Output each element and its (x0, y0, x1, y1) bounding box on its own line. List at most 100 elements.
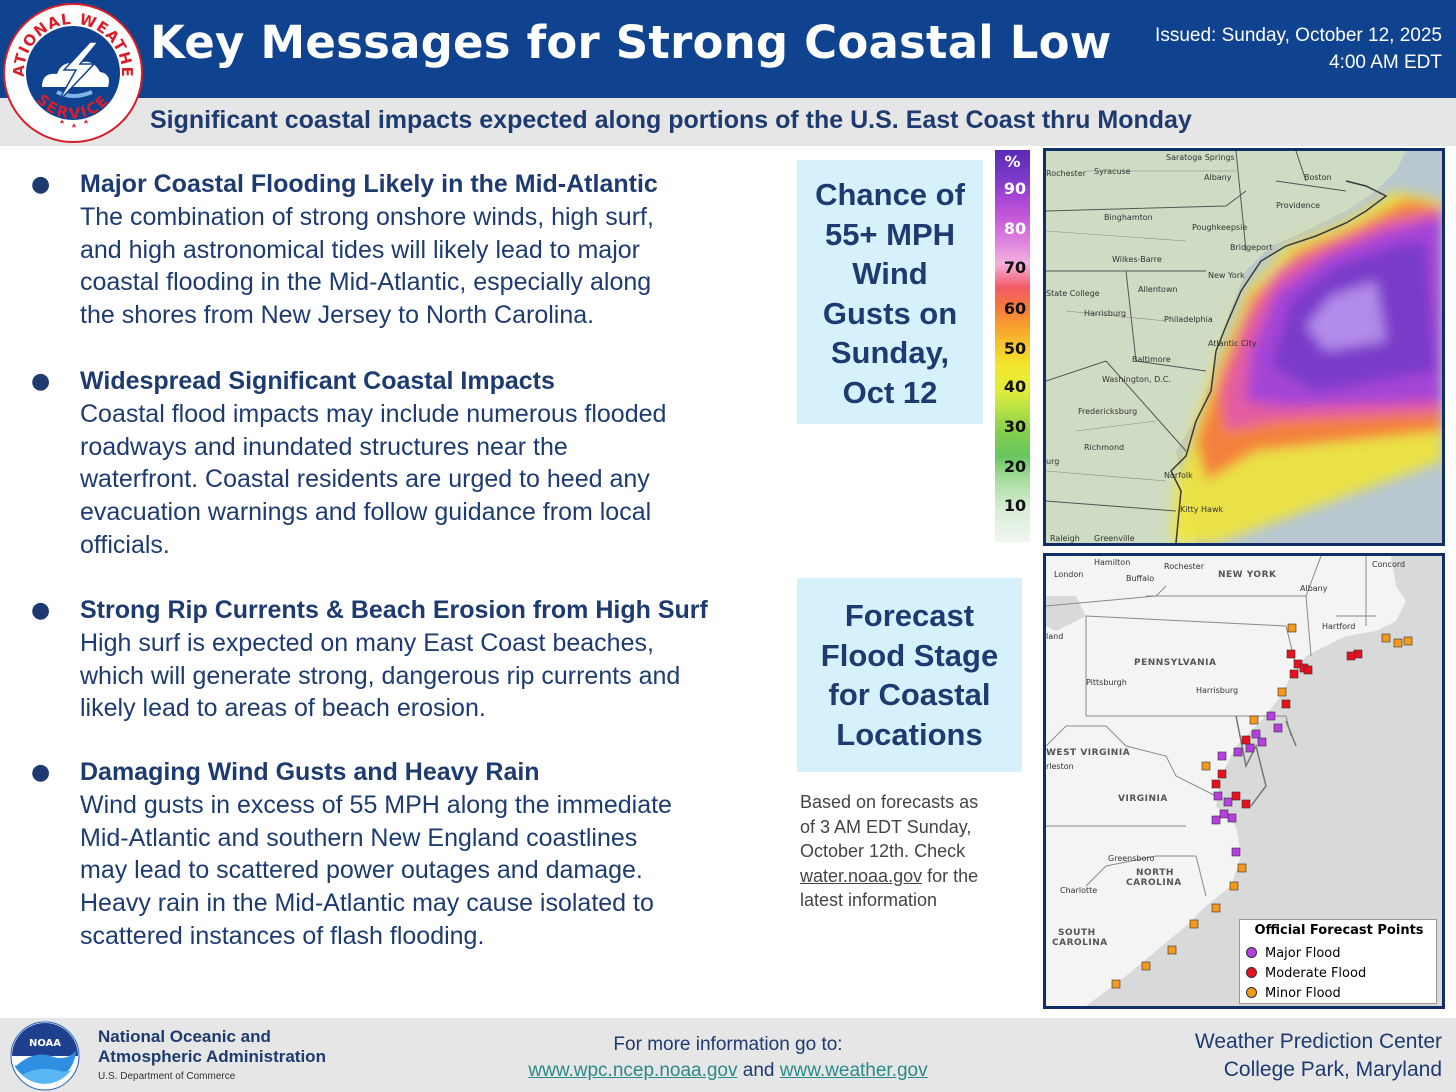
map-city-label: Charlotte (1060, 886, 1098, 895)
scale-tick: 40 (1003, 377, 1027, 396)
map-city-label: Greenville (1094, 534, 1135, 543)
forecast-point-marker (1287, 623, 1297, 633)
map-city-label: Poughkeepsie (1192, 223, 1248, 232)
forecast-point-marker (1277, 687, 1287, 697)
map-city-label: Norfolk (1164, 471, 1193, 480)
wpc-line: College Park, Maryland (1223, 1058, 1442, 1081)
legend-label: Minor Flood (1265, 986, 1341, 1001)
map-state-label: NEW YORK (1218, 570, 1277, 580)
footer-bar (0, 1018, 1456, 1092)
header-bar (0, 0, 1456, 98)
wpc-line: Weather Prediction Center (1194, 1030, 1442, 1053)
map-city-label: Rochester (1046, 169, 1086, 178)
forecast-point-marker (1266, 711, 1276, 721)
body-line: High surf is expected on many East Coast… (80, 629, 654, 657)
water-noaa-link[interactable]: water.noaa.gov (800, 865, 923, 886)
map-city-label: Binghamton (1104, 213, 1153, 222)
legend-item-minor: Minor Flood (1246, 986, 1341, 1001)
scale-tick: 10 (1003, 496, 1027, 515)
body-line: likely lead to areas of beach erosion. (80, 694, 486, 723)
map-city-label: Hartford (1322, 622, 1356, 631)
flood-map-graphic (1046, 556, 1442, 1006)
forecast-point-marker (1211, 779, 1221, 789)
key-message-body: The combination of strong onshore winds,… (80, 201, 658, 332)
scale-tick: 20 (1003, 457, 1027, 476)
noaa-logo-icon: NOAA (10, 1021, 80, 1091)
body-line: coastal flooding in the Mid-Atlantic, es… (80, 268, 652, 297)
nws-logo-icon: NATIONAL WEATHER SERVICE (2, 2, 143, 143)
body-line: Coastal flood impacts may include numero… (80, 400, 667, 428)
map-city-label: Baltimore (1132, 355, 1171, 364)
forecast-point-marker (1346, 651, 1356, 661)
bullet-icon: ● (31, 598, 51, 623)
map-city-label: Hamilton (1094, 558, 1131, 567)
forecast-point-marker (1211, 903, 1221, 913)
forecast-point-marker (1141, 961, 1151, 971)
legend-title: Official Forecast Points (1254, 923, 1424, 938)
key-message-body: Coastal flood impacts may include numero… (80, 398, 666, 562)
map-city-label: Albany (1300, 584, 1328, 593)
key-message-3: ● Strong Rip Currents & Beach Erosion fr… (28, 594, 708, 725)
forecast-point-marker (1237, 863, 1247, 873)
wpc-website-link[interactable]: www.wpc.ncep.noaa.gov (528, 1060, 738, 1081)
key-message-1: ● Major Coastal Flooding Likely in the M… (28, 168, 658, 332)
forecast-point-marker (1251, 729, 1261, 739)
forecast-point-marker (1213, 791, 1223, 801)
map-city-label: New York (1208, 271, 1245, 280)
forecast-point-marker (1381, 633, 1391, 643)
body-line: the shores from New Jersey to North Caro… (80, 301, 595, 330)
panel-line: Chance of (815, 177, 965, 212)
wind-gust-panel-title: Chance of 55+ MPH Wind Gusts on Sunday, … (797, 160, 983, 424)
key-message-body: Wind gusts in excess of 55 MPH along the… (80, 789, 672, 953)
map-city-label: Syracuse (1094, 167, 1131, 176)
bullet-icon: ● (31, 172, 51, 197)
scale-tick: 30 (1003, 417, 1027, 436)
map-state-label: CAROLINA (1126, 878, 1182, 888)
map-city-label: Providence (1276, 201, 1321, 210)
forecast-point-marker (1111, 979, 1121, 989)
issued-time: 4:00 AM EDT (1329, 52, 1442, 73)
forecast-point-marker (1217, 751, 1227, 761)
forecast-point-marker (1249, 715, 1259, 725)
forecast-point-marker (1245, 743, 1255, 753)
forecast-point-marker (1233, 747, 1243, 757)
wpc-credit: Weather Prediction Center College Park, … (1195, 1028, 1442, 1084)
forecast-point-marker (1286, 649, 1296, 659)
note-line: for the (922, 865, 979, 886)
map-city-label: Saratoga Springs (1166, 153, 1235, 162)
map-city-label: State College (1046, 289, 1100, 298)
forecast-point-marker (1303, 665, 1313, 675)
and-text: and (737, 1060, 780, 1081)
map-city-label: Harrisburg (1084, 309, 1127, 318)
legend-label: Moderate Flood (1265, 966, 1367, 981)
forecast-point-marker (1201, 761, 1211, 771)
map-city-label: Bridgeport (1230, 243, 1273, 252)
map-state-label: NORTH (1136, 868, 1174, 878)
forecast-point-marker (1257, 737, 1267, 747)
forecast-point-marker (1403, 636, 1413, 646)
panel-line: Locations (836, 716, 983, 752)
key-message-title: Major Coastal Flooding Likely in the Mid… (80, 170, 658, 198)
body-line: which will generate strong, dangerous ri… (80, 661, 681, 690)
forecast-point-marker (1229, 881, 1239, 891)
weather-gov-link[interactable]: www.weather.gov (779, 1060, 928, 1081)
forecast-note: Based on forecasts as of 3 AM EDT Sunday… (800, 790, 1010, 913)
coastal-flood-stage-map: London Hamilton Buffalo Rochester Concor… (1043, 553, 1445, 1009)
forecast-point-marker (1217, 769, 1227, 779)
panel-line: 55+ MPH (824, 216, 956, 252)
wind-map-graphic (1046, 151, 1442, 543)
map-state-label: CAROLINA (1052, 938, 1108, 948)
note-line: of 3 AM EDT Sunday, (800, 816, 972, 837)
subtitle-bar (0, 98, 1456, 146)
forecast-point-marker (1241, 735, 1251, 745)
map-city-label: Washington, D.C. (1102, 375, 1171, 384)
map-city-label: Albany (1204, 173, 1232, 182)
panel-line: Sunday, (830, 335, 950, 370)
map-state-label: PENNSYLVANIA (1134, 658, 1217, 668)
forecast-point-marker (1393, 638, 1403, 648)
map-state-label: WEST VIRGINIA (1046, 748, 1131, 758)
map-city-label: Buffalo (1126, 574, 1155, 583)
map-city-label: Pittsburgh (1086, 678, 1127, 687)
panel-line: Flood Stage (820, 637, 999, 673)
map-city-label: London (1054, 570, 1084, 579)
